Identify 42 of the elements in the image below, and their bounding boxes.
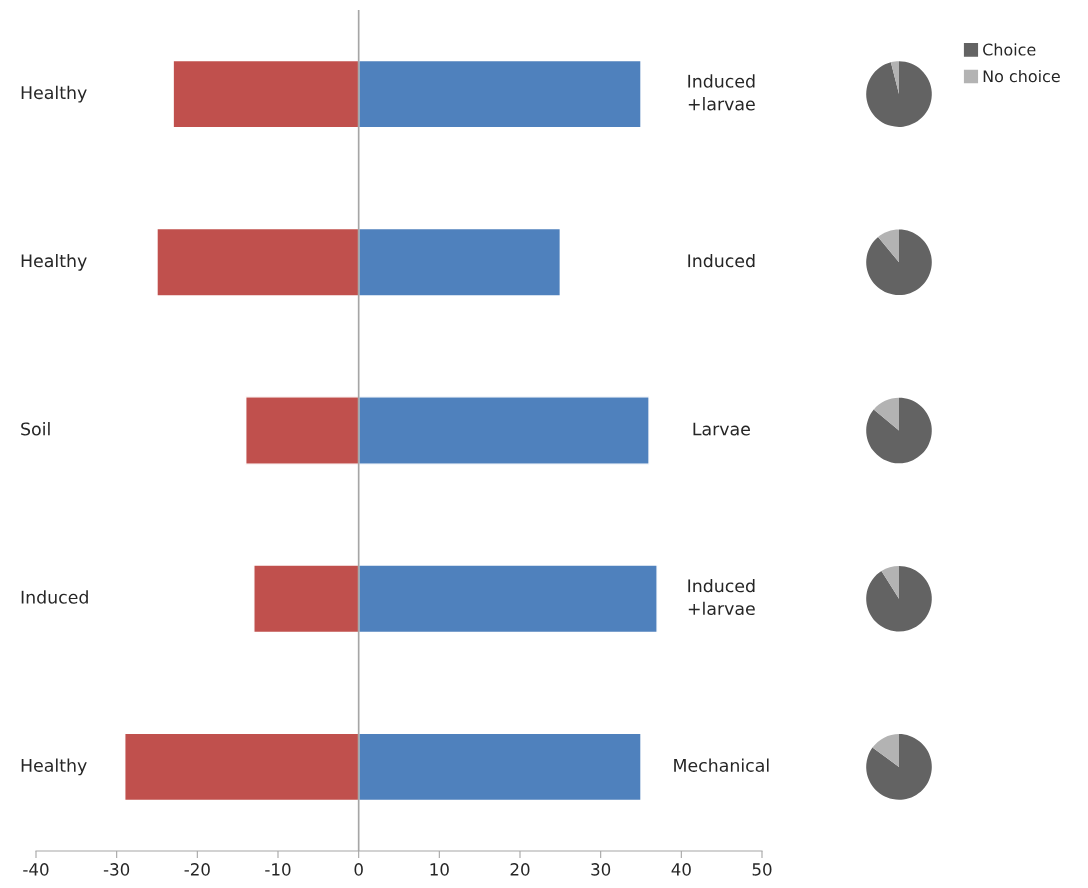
x-tick-label: 20 xyxy=(510,863,530,876)
bar xyxy=(156,227,360,297)
annotation: Larvae xyxy=(693,422,750,436)
x-tick-label: 30 xyxy=(591,863,611,876)
pie-slice xyxy=(873,397,899,431)
bar xyxy=(245,396,360,465)
bar xyxy=(124,732,360,802)
pie-slice xyxy=(878,229,899,263)
pie-slice xyxy=(881,565,899,599)
legend-label: No choice xyxy=(983,69,1060,83)
x-tick-label: 40 xyxy=(671,863,691,876)
x-tick-label: -40 xyxy=(23,863,49,876)
y-tick-label: Soil xyxy=(21,422,50,436)
pie-slice xyxy=(866,565,932,632)
x-tick-label: 0 xyxy=(354,863,363,876)
pie-slice xyxy=(890,61,899,95)
bar xyxy=(253,564,360,634)
annotation: Mechanical xyxy=(674,758,769,772)
pie-slice xyxy=(866,734,932,800)
pie-slice xyxy=(866,229,932,296)
x-tick-label: 10 xyxy=(430,863,449,876)
bar xyxy=(357,732,642,802)
x-tick-label: -20 xyxy=(184,863,210,876)
pie-slice xyxy=(872,734,899,767)
y-tick-label: Healthy xyxy=(21,253,87,271)
annotation: Induced +larvae xyxy=(688,74,755,111)
y-tick-label: Induced xyxy=(21,590,88,604)
annotation: Induced xyxy=(688,253,755,268)
x-tick-label: -10 xyxy=(265,863,291,876)
bar xyxy=(172,59,360,129)
bar xyxy=(357,59,642,129)
legend-label: Choice xyxy=(983,43,1036,56)
pie-slice xyxy=(866,61,932,127)
pie-slice xyxy=(866,397,932,464)
bar xyxy=(357,396,650,465)
x-tick-label: -30 xyxy=(103,863,130,876)
x-tick-label: 50 xyxy=(752,863,772,876)
y-tick-label: Healthy xyxy=(21,758,87,776)
y-tick-label: Healthy xyxy=(21,85,87,103)
annotation: Induced +larvae xyxy=(688,578,755,616)
bar xyxy=(357,564,658,634)
bar xyxy=(357,227,562,297)
